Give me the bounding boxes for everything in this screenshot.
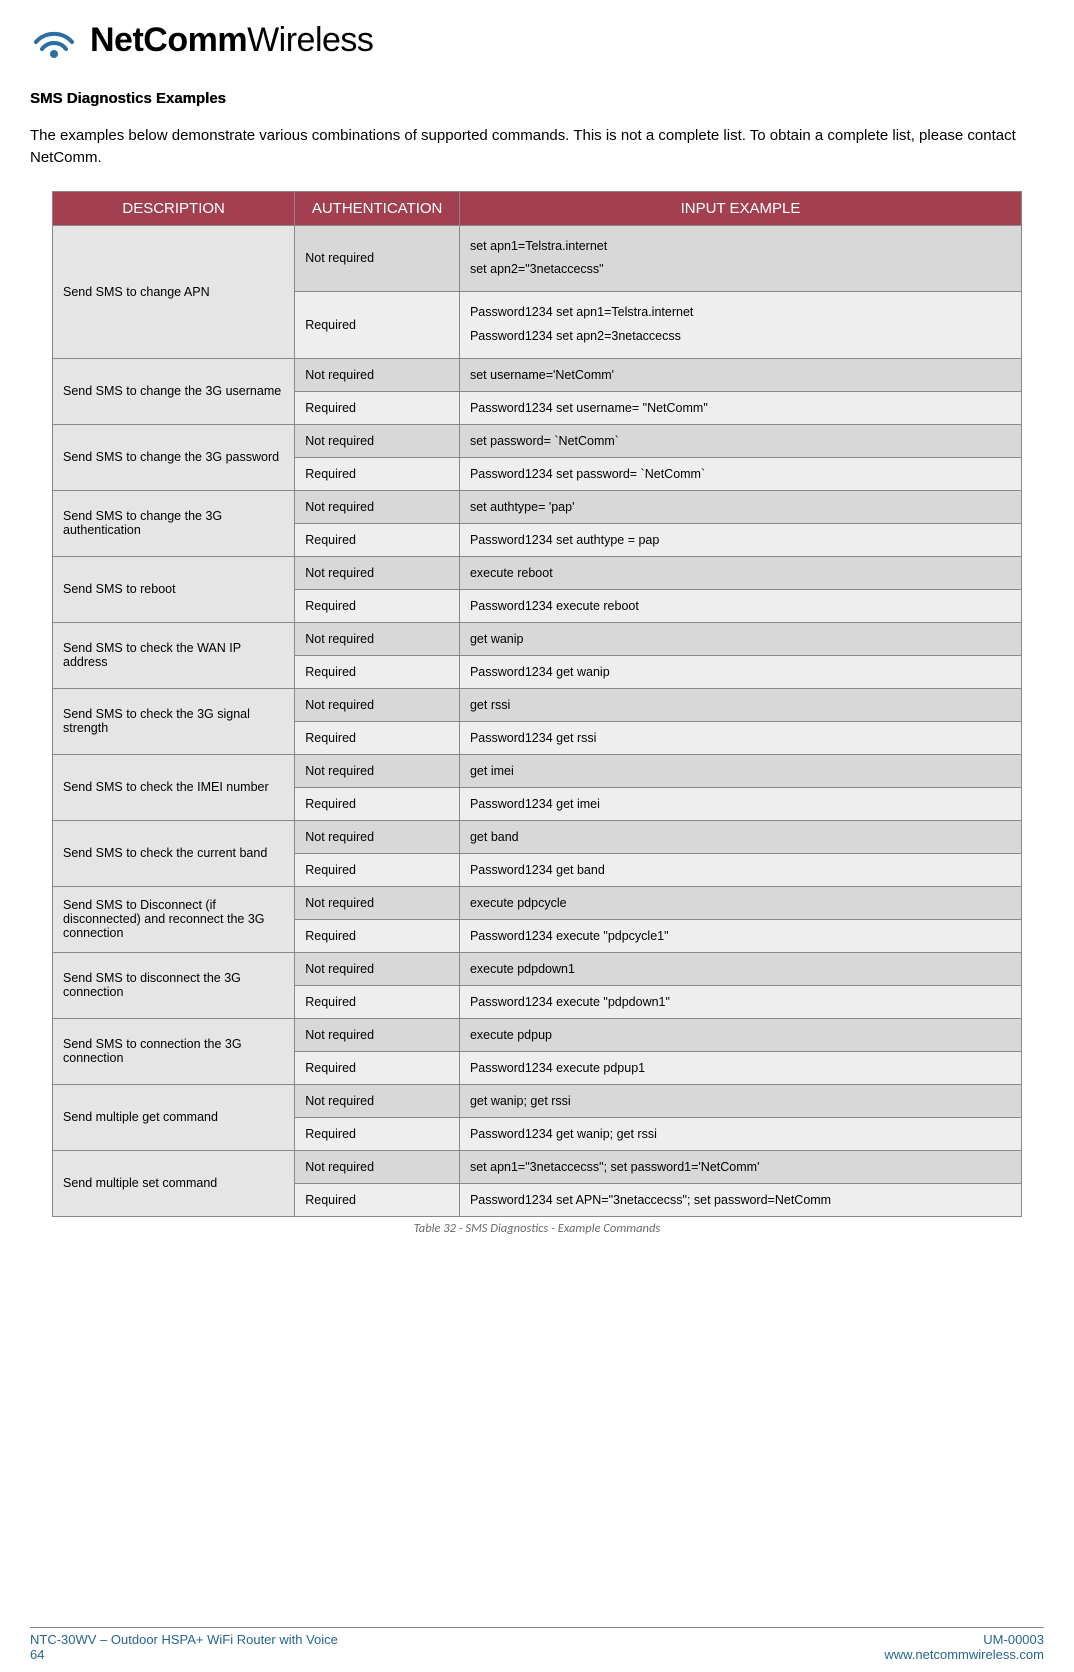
table-row-description: Send SMS to change the 3G authentication	[53, 490, 295, 556]
auth-required: Required	[295, 1051, 460, 1084]
example-not-required: get imei	[459, 754, 1021, 787]
auth-not-required: Not required	[295, 1084, 460, 1117]
logo-bold: NetComm	[90, 21, 247, 59]
table-row-description: Send SMS to change APN	[53, 225, 295, 358]
auth-not-required: Not required	[295, 886, 460, 919]
logo-text: NetCommWireless	[90, 21, 373, 60]
th-authentication: AUTHENTICATION	[295, 191, 460, 225]
table-row-description: Send multiple set command	[53, 1150, 295, 1216]
example-required: Password1234 execute "pdpdown1"	[459, 985, 1021, 1018]
auth-required: Required	[295, 853, 460, 886]
table-row-description: Send SMS to check the IMEI number	[53, 754, 295, 820]
auth-not-required: Not required	[295, 754, 460, 787]
table-caption: Table 32 - SMS Diagnostics - Example Com…	[52, 1221, 1022, 1236]
section-title: SMS Diagnostics Examples	[30, 90, 1044, 107]
example-not-required: set apn1=Telstra.internetset apn2="3neta…	[459, 225, 1021, 292]
logo-light: Wireless	[247, 21, 373, 59]
table-row-description: Send SMS to disconnect the 3G connection	[53, 952, 295, 1018]
auth-required: Required	[295, 457, 460, 490]
example-required: Password1234 execute "pdpcycle1"	[459, 919, 1021, 952]
auth-not-required: Not required	[295, 424, 460, 457]
example-required: Password1234 set authtype = pap	[459, 523, 1021, 556]
auth-not-required: Not required	[295, 225, 460, 292]
wifi-icon	[30, 20, 78, 60]
example-not-required: execute pdpup	[459, 1018, 1021, 1051]
example-not-required: get band	[459, 820, 1021, 853]
auth-required: Required	[295, 523, 460, 556]
footer-product: NTC-30WV – Outdoor HSPA+ WiFi Router wit…	[30, 1632, 338, 1647]
th-input-example: INPUT EXAMPLE	[459, 191, 1021, 225]
example-not-required: get wanip	[459, 622, 1021, 655]
footer-url: www.netcommwireless.com	[884, 1647, 1044, 1662]
example-required: Password1234 get imei	[459, 787, 1021, 820]
table-row-description: Send SMS to connection the 3G connection	[53, 1018, 295, 1084]
example-not-required: get rssi	[459, 688, 1021, 721]
auth-not-required: Not required	[295, 688, 460, 721]
auth-required: Required	[295, 919, 460, 952]
example-required: Password1234 execute reboot	[459, 589, 1021, 622]
example-not-required: execute reboot	[459, 556, 1021, 589]
example-required: Password1234 set APN="3netaccecss"; set …	[459, 1183, 1021, 1216]
auth-required: Required	[295, 985, 460, 1018]
table-row-description: Send SMS to reboot	[53, 556, 295, 622]
example-not-required: set apn1="3netaccecss"; set password1='N…	[459, 1150, 1021, 1183]
auth-required: Required	[295, 391, 460, 424]
auth-not-required: Not required	[295, 622, 460, 655]
example-not-required: set password= `NetComm`	[459, 424, 1021, 457]
th-description: DESCRIPTION	[53, 191, 295, 225]
auth-required: Required	[295, 1183, 460, 1216]
footer-doc-id: UM-00003	[884, 1632, 1044, 1647]
sms-commands-table: DESCRIPTION AUTHENTICATION INPUT EXAMPLE…	[52, 191, 1022, 1217]
example-required: Password1234 get rssi	[459, 721, 1021, 754]
auth-required: Required	[295, 721, 460, 754]
table-row-description: Send SMS to change the 3G username	[53, 358, 295, 424]
auth-not-required: Not required	[295, 556, 460, 589]
example-not-required: set username='NetComm'	[459, 358, 1021, 391]
table-row-description: Send SMS to check the WAN IP address	[53, 622, 295, 688]
auth-required: Required	[295, 1117, 460, 1150]
auth-required: Required	[295, 589, 460, 622]
example-required: Password1234 set username= "NetComm"	[459, 391, 1021, 424]
example-not-required: execute pdpdown1	[459, 952, 1021, 985]
table-row-description: Send SMS to change the 3G password	[53, 424, 295, 490]
footer-page-number: 64	[30, 1647, 338, 1662]
auth-not-required: Not required	[295, 490, 460, 523]
example-required: Password1234 get band	[459, 853, 1021, 886]
logo: NetCommWireless	[30, 20, 1044, 60]
auth-required: Required	[295, 655, 460, 688]
example-required: Password1234 get wanip; get rssi	[459, 1117, 1021, 1150]
intro-paragraph: The examples below demonstrate various c…	[30, 125, 1044, 169]
auth-not-required: Not required	[295, 820, 460, 853]
example-required: Password1234 set password= `NetComm`	[459, 457, 1021, 490]
example-not-required: execute pdpcycle	[459, 886, 1021, 919]
auth-not-required: Not required	[295, 1150, 460, 1183]
table-row-description: Send SMS to Disconnect (if disconnected)…	[53, 886, 295, 952]
table-row-description: Send multiple get command	[53, 1084, 295, 1150]
example-required: Password1234 get wanip	[459, 655, 1021, 688]
auth-not-required: Not required	[295, 358, 460, 391]
auth-required: Required	[295, 292, 460, 359]
table-row-description: Send SMS to check the 3G signal strength	[53, 688, 295, 754]
example-not-required: set authtype= 'pap'	[459, 490, 1021, 523]
auth-required: Required	[295, 787, 460, 820]
auth-not-required: Not required	[295, 952, 460, 985]
table-row-description: Send SMS to check the current band	[53, 820, 295, 886]
page-footer: NTC-30WV – Outdoor HSPA+ WiFi Router wit…	[30, 1627, 1044, 1662]
example-required: Password1234 execute pdpup1	[459, 1051, 1021, 1084]
example-required: Password1234 set apn1=Telstra.internetPa…	[459, 292, 1021, 359]
auth-not-required: Not required	[295, 1018, 460, 1051]
example-not-required: get wanip; get rssi	[459, 1084, 1021, 1117]
